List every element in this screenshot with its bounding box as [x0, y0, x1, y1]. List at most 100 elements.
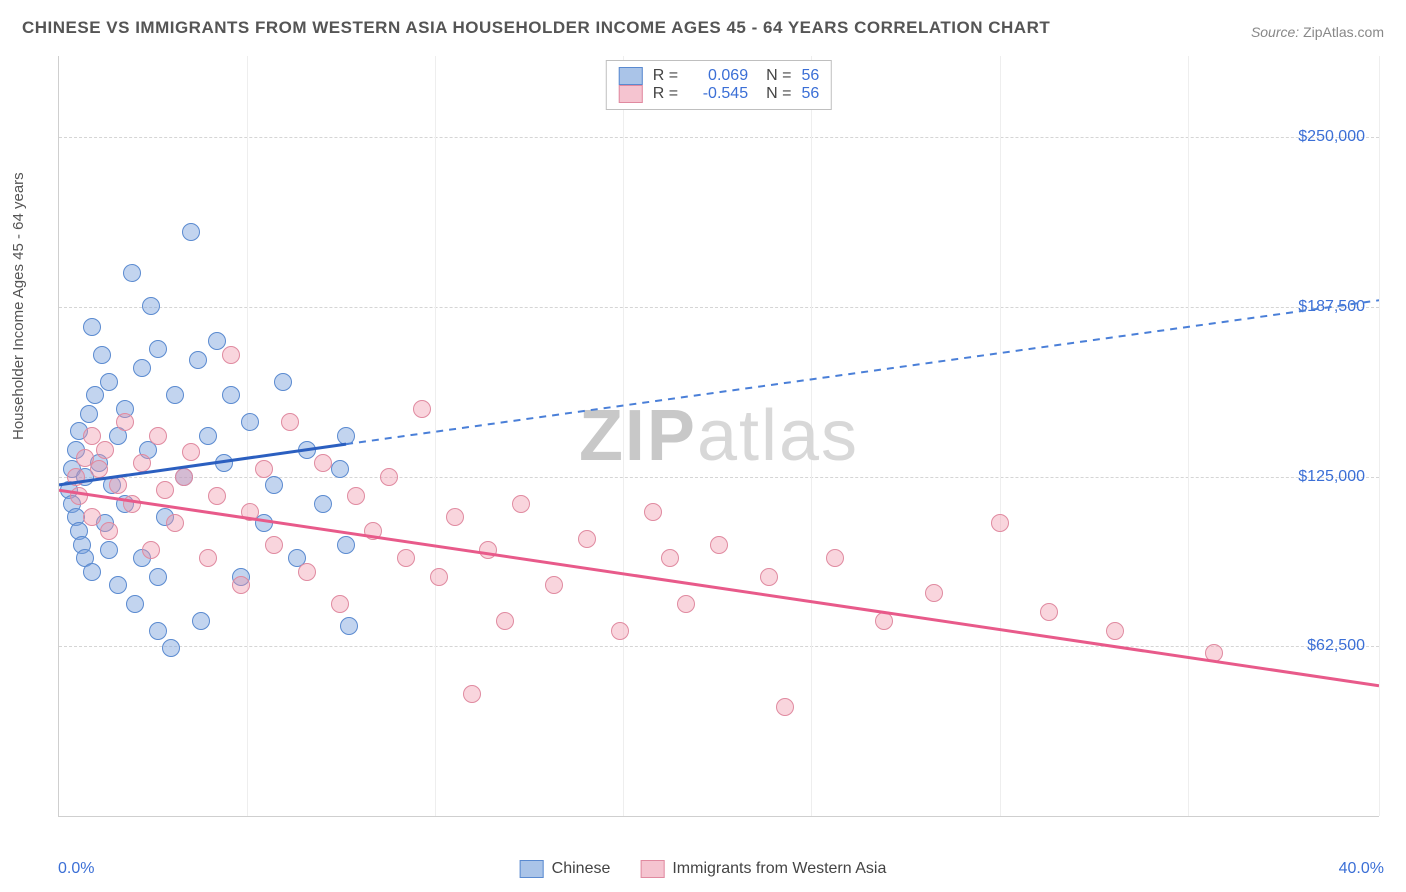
v-gridline — [1379, 56, 1380, 816]
h-gridline — [59, 477, 1379, 478]
legend-swatch — [520, 860, 544, 878]
data-point — [578, 530, 596, 548]
data-point — [162, 639, 180, 657]
h-gridline — [59, 307, 1379, 308]
data-point — [67, 468, 85, 486]
watermark-prefix: ZIP — [579, 396, 697, 476]
x-axis-min-label: 0.0% — [58, 860, 94, 878]
data-point — [397, 549, 415, 567]
trend-lines-layer — [59, 56, 1379, 816]
data-point — [109, 576, 127, 594]
v-gridline — [1188, 56, 1189, 816]
h-gridline — [59, 646, 1379, 647]
data-point — [331, 460, 349, 478]
r-label: R = — [653, 85, 678, 103]
data-point — [149, 427, 167, 445]
data-point — [479, 541, 497, 559]
data-point — [265, 476, 283, 494]
n-value: 56 — [801, 85, 819, 103]
data-point — [413, 400, 431, 418]
data-point — [100, 541, 118, 559]
data-point — [133, 359, 151, 377]
legend-item: Chinese — [520, 860, 611, 878]
data-point — [347, 487, 365, 505]
y-tick-label: $62,500 — [1307, 637, 1365, 655]
data-point — [142, 541, 160, 559]
series-legend: Chinese Immigrants from Western Asia — [520, 860, 887, 878]
data-point — [149, 340, 167, 358]
legend-item: Immigrants from Western Asia — [640, 860, 886, 878]
data-point — [446, 508, 464, 526]
data-point — [83, 318, 101, 336]
data-point — [314, 495, 332, 513]
data-point — [281, 413, 299, 431]
data-point — [380, 468, 398, 486]
data-point — [175, 468, 193, 486]
data-point — [255, 460, 273, 478]
data-point — [100, 373, 118, 391]
r-value: -0.545 — [688, 85, 748, 103]
data-point — [364, 522, 382, 540]
v-gridline — [247, 56, 248, 816]
data-point — [142, 297, 160, 315]
data-point — [222, 346, 240, 364]
data-point — [776, 698, 794, 716]
data-point — [116, 413, 134, 431]
source-attribution: Source: ZipAtlas.com — [1251, 24, 1384, 40]
data-point — [826, 549, 844, 567]
data-point — [149, 622, 167, 640]
n-value: 56 — [801, 67, 819, 85]
data-point — [512, 495, 530, 513]
data-point — [241, 503, 259, 521]
data-point — [86, 386, 104, 404]
data-point — [123, 495, 141, 513]
data-point — [96, 441, 114, 459]
data-point — [430, 568, 448, 586]
data-point — [925, 584, 943, 602]
data-point — [182, 443, 200, 461]
y-tick-label: $187,500 — [1298, 298, 1365, 316]
data-point — [93, 346, 111, 364]
v-gridline — [623, 56, 624, 816]
legend-row: R = 0.069 N = 56 — [619, 67, 819, 85]
data-point — [166, 514, 184, 532]
data-point — [133, 454, 151, 472]
data-point — [83, 563, 101, 581]
data-point — [192, 612, 210, 630]
data-point — [123, 264, 141, 282]
data-point — [337, 536, 355, 554]
y-tick-label: $250,000 — [1298, 128, 1365, 146]
data-point — [80, 405, 98, 423]
data-point — [189, 351, 207, 369]
watermark-suffix: atlas — [697, 396, 859, 476]
data-point — [1106, 622, 1124, 640]
data-point — [83, 508, 101, 526]
y-tick-label: $125,000 — [1298, 468, 1365, 486]
data-point — [182, 223, 200, 241]
data-point — [331, 595, 349, 613]
data-point — [215, 454, 233, 472]
n-label: N = — [766, 85, 791, 103]
trend-line — [346, 300, 1379, 444]
r-value: 0.069 — [688, 67, 748, 85]
data-point — [149, 568, 167, 586]
legend-series-name: Immigrants from Western Asia — [672, 860, 886, 878]
data-point — [298, 563, 316, 581]
data-point — [463, 685, 481, 703]
data-point — [677, 595, 695, 613]
y-axis-label: Householder Income Ages 45 - 64 years — [10, 172, 27, 440]
watermark: ZIPatlas — [579, 395, 859, 477]
data-point — [90, 460, 108, 478]
data-point — [611, 622, 629, 640]
correlation-legend: R = 0.069 N = 56 R = -0.545 N = 56 — [606, 60, 832, 110]
legend-swatch — [619, 85, 643, 103]
n-label: N = — [766, 67, 791, 85]
legend-swatch — [619, 67, 643, 85]
data-point — [340, 617, 358, 635]
data-point — [274, 373, 292, 391]
source-value: ZipAtlas.com — [1303, 24, 1384, 40]
data-point — [298, 441, 316, 459]
chart-title: CHINESE VS IMMIGRANTS FROM WESTERN ASIA … — [22, 18, 1050, 38]
r-label: R = — [653, 67, 678, 85]
v-gridline — [435, 56, 436, 816]
